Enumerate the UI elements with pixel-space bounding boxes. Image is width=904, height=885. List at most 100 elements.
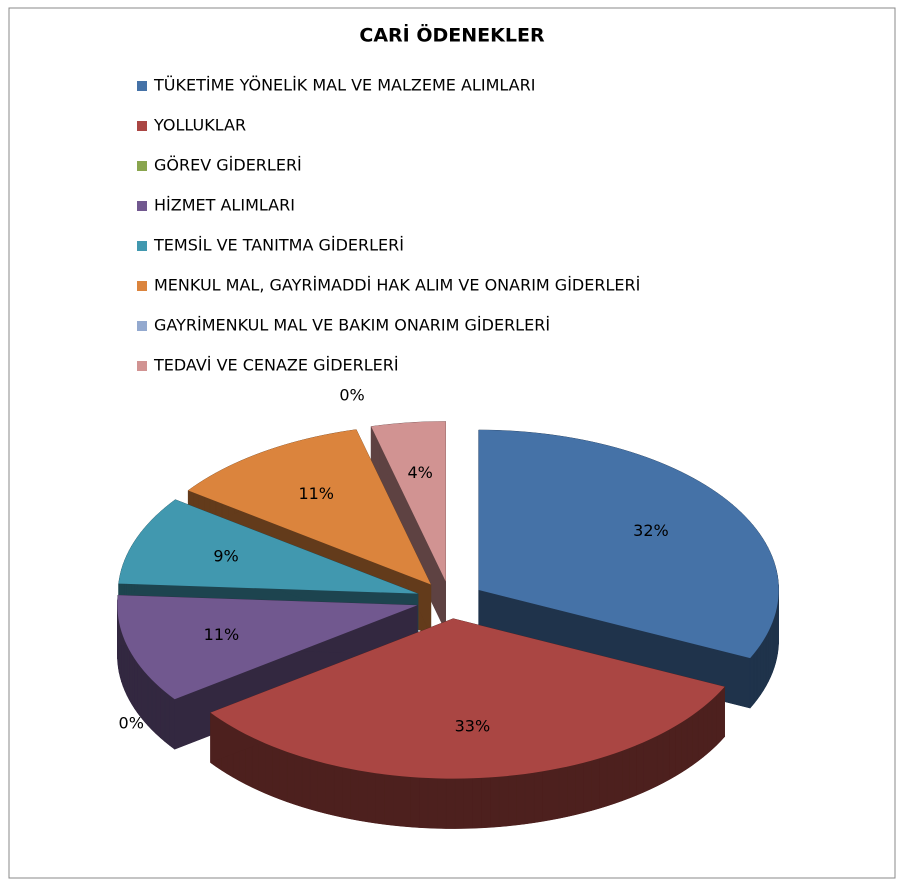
slice-side bbox=[419, 777, 429, 829]
slice-side bbox=[325, 763, 335, 816]
data-label: 4% bbox=[407, 463, 432, 482]
slice-side bbox=[392, 775, 403, 827]
slice-side bbox=[768, 626, 771, 682]
legend-swatch bbox=[137, 281, 147, 291]
slice-side bbox=[643, 738, 651, 793]
slice-side bbox=[567, 764, 576, 817]
slice-side bbox=[507, 774, 517, 827]
slice-side bbox=[272, 745, 280, 800]
slice-side bbox=[131, 653, 135, 710]
slice-side bbox=[591, 758, 600, 811]
slice-side bbox=[675, 722, 682, 777]
slice-side bbox=[333, 765, 343, 818]
slice-side bbox=[686, 714, 693, 770]
slice bbox=[210, 618, 725, 829]
slice-top bbox=[210, 618, 725, 779]
slice-side bbox=[401, 775, 411, 828]
slice-side bbox=[636, 741, 644, 796]
slice-side bbox=[137, 662, 142, 718]
slice-side bbox=[763, 635, 767, 692]
slice-side bbox=[697, 706, 704, 762]
slice-side bbox=[533, 771, 543, 824]
slice-side bbox=[169, 694, 175, 750]
slice-side bbox=[160, 687, 166, 743]
slice-side bbox=[124, 640, 128, 696]
slice-side bbox=[756, 644, 761, 701]
legend-swatch bbox=[137, 241, 147, 251]
slice-side bbox=[129, 648, 133, 706]
slice-side bbox=[599, 755, 608, 809]
slice-side bbox=[454, 778, 464, 829]
slice-side bbox=[716, 690, 721, 746]
slice-side bbox=[558, 766, 568, 819]
legend-label: GÖREV GİDERLERİ bbox=[154, 156, 302, 175]
slice-side bbox=[720, 686, 725, 742]
legend-swatch bbox=[137, 121, 147, 131]
data-label: 33% bbox=[455, 716, 491, 735]
slice bbox=[117, 594, 418, 750]
legend-swatch bbox=[137, 81, 147, 91]
slice-side bbox=[265, 743, 273, 797]
slice-side bbox=[151, 679, 157, 735]
slice-side bbox=[384, 774, 394, 826]
legend-swatch bbox=[137, 321, 147, 331]
slice-side bbox=[707, 698, 713, 754]
legend-label: GAYRİMENKUL MAL VE BAKIM ONARIM GİDERLER… bbox=[154, 316, 550, 335]
slice-side bbox=[669, 725, 676, 780]
slice-side bbox=[126, 645, 130, 700]
slice-side bbox=[472, 777, 482, 829]
slice-side bbox=[760, 639, 764, 696]
data-label: 0% bbox=[339, 385, 364, 404]
slice-side bbox=[681, 718, 688, 773]
slice-side bbox=[490, 776, 500, 828]
slice-side bbox=[410, 776, 420, 828]
slice-side bbox=[279, 748, 288, 803]
slice-side bbox=[301, 756, 311, 810]
slice-side bbox=[656, 732, 664, 787]
slice-side bbox=[542, 769, 552, 822]
slice-side bbox=[366, 771, 376, 824]
slice-side bbox=[749, 653, 755, 709]
slice-side bbox=[753, 648, 758, 705]
slice-side bbox=[155, 683, 161, 739]
slice-side bbox=[575, 762, 584, 816]
slice-side bbox=[711, 694, 717, 750]
slice-side bbox=[498, 775, 509, 828]
data-label: 32% bbox=[633, 521, 669, 540]
legend-swatch bbox=[137, 361, 147, 371]
slice-side bbox=[770, 622, 773, 677]
slice-side bbox=[550, 768, 560, 821]
slice-side bbox=[134, 657, 138, 714]
slice-side bbox=[524, 772, 535, 825]
slice-side bbox=[629, 744, 637, 799]
slice-side bbox=[427, 777, 438, 829]
data-label: 9% bbox=[213, 546, 238, 565]
legend-label: HİZMET ALIMLARI bbox=[154, 196, 295, 215]
slice-side bbox=[481, 777, 491, 829]
slice-side bbox=[317, 761, 326, 814]
legend-label: TEMSİL VE TANITMA GİDERLERİ bbox=[153, 236, 404, 255]
slice-side bbox=[258, 740, 266, 794]
chart-title: CARİ ÖDENEKLER bbox=[359, 23, 545, 47]
slice-side bbox=[147, 674, 153, 731]
data-label: 0% bbox=[119, 713, 144, 732]
legend-swatch bbox=[137, 161, 147, 171]
slice-side bbox=[621, 747, 630, 802]
legend-label: MENKUL MAL, GAYRİMADDİ HAK ALIM VE ONARI… bbox=[154, 276, 640, 295]
slice-side bbox=[286, 751, 295, 805]
slice-side bbox=[583, 760, 592, 814]
slice-side bbox=[445, 778, 456, 829]
data-label: 11% bbox=[298, 484, 334, 503]
legend-swatch bbox=[137, 201, 147, 211]
slice-side bbox=[375, 772, 385, 825]
legend-label: YOLLUKLAR bbox=[153, 116, 246, 135]
slice-side bbox=[692, 710, 699, 766]
slice-side bbox=[309, 758, 318, 812]
slice-side bbox=[164, 691, 170, 747]
slice-side bbox=[662, 729, 670, 784]
slice-side bbox=[614, 750, 623, 804]
slice-top bbox=[188, 429, 431, 585]
slice-side bbox=[606, 753, 615, 807]
slice-side bbox=[649, 735, 658, 790]
